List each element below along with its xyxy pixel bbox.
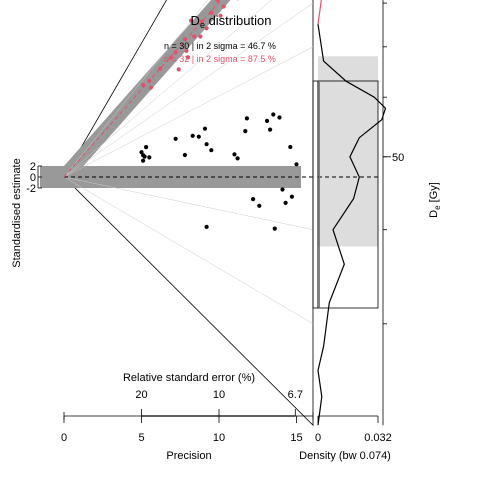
density-axis-label: Density (bw 0.074) (299, 450, 391, 462)
density-tick-label-0: 0 (315, 432, 321, 444)
series1-point-17 (245, 116, 249, 120)
precision-tick-label-0: 0 (61, 432, 67, 444)
series1-point-6 (174, 137, 178, 141)
series1-point-10 (203, 127, 207, 131)
data-points (139, 0, 300, 231)
rse-axis-label: Relative standard error (%) (123, 372, 255, 384)
rse-tick-label-1: 10 (213, 389, 225, 401)
right-axis-label-rest: [Gy] (428, 182, 440, 205)
rse-tick-label-2: 6.7 (288, 389, 303, 401)
series2-point-12 (198, 34, 202, 38)
series1-point-20 (265, 119, 269, 123)
series1-point-24 (273, 227, 277, 231)
series1-point-18 (251, 197, 255, 201)
density-tick-label-1: 0.032 (364, 432, 392, 444)
series2-point-0 (141, 83, 145, 87)
series2-point-11 (192, 34, 196, 38)
series2-point-2 (149, 86, 153, 90)
precision-tick-label-1: 5 (138, 432, 144, 444)
two-sigma-zero-band (40, 166, 64, 188)
series1-sigma-band-density-range (318, 56, 378, 246)
series1-point-29 (294, 162, 298, 166)
series1-point-4 (144, 145, 148, 149)
series1-point-25 (280, 187, 284, 191)
series1-point-7 (183, 153, 187, 157)
grid-ray-1 (64, 177, 313, 324)
series1-point-9 (197, 135, 201, 139)
y-axis-label: Standardised estimate (11, 158, 23, 267)
series1-point-23 (277, 115, 281, 119)
density-curve-2 (318, 0, 408, 24)
series1-summary: n = 30 | in 2 sigma = 46.7 % (164, 41, 276, 51)
rse-tick-label-0: 20 (135, 389, 147, 401)
series1-point-12 (209, 148, 213, 152)
precision-tick-label-2: 10 (213, 432, 225, 444)
series1-point-3 (143, 155, 147, 159)
series1-point-28 (288, 145, 292, 149)
series1-point-21 (268, 128, 272, 132)
series2-point-18 (222, 4, 226, 8)
x-axis-label: Precision (166, 450, 211, 462)
series2-point-3 (158, 67, 162, 71)
series1-point-2 (141, 159, 145, 163)
series1-point-16 (243, 129, 247, 133)
left-tick-label-2: -2 (26, 183, 36, 195)
series2-summary: n = 32 | in 2 sigma = 87.5 % (164, 54, 276, 64)
series1-point-5 (147, 155, 151, 159)
right-tick-label-0: 50 (392, 152, 404, 164)
series2-point-1 (147, 79, 151, 83)
series1-point-15 (236, 156, 240, 160)
series1-point-27 (290, 195, 294, 199)
title-rest: distribution (205, 13, 271, 28)
precision-tick-label-3: 15 (290, 432, 302, 444)
series2-point-7 (177, 67, 181, 71)
series1-point-13 (205, 225, 209, 229)
series1-point-11 (205, 142, 209, 146)
right-axis-label: De [Gy] (428, 182, 442, 218)
series1-point-14 (232, 152, 236, 156)
series1-point-26 (284, 201, 288, 205)
series1-point-8 (191, 134, 195, 138)
series1-point-19 (257, 204, 261, 208)
series1-point-22 (271, 112, 275, 116)
